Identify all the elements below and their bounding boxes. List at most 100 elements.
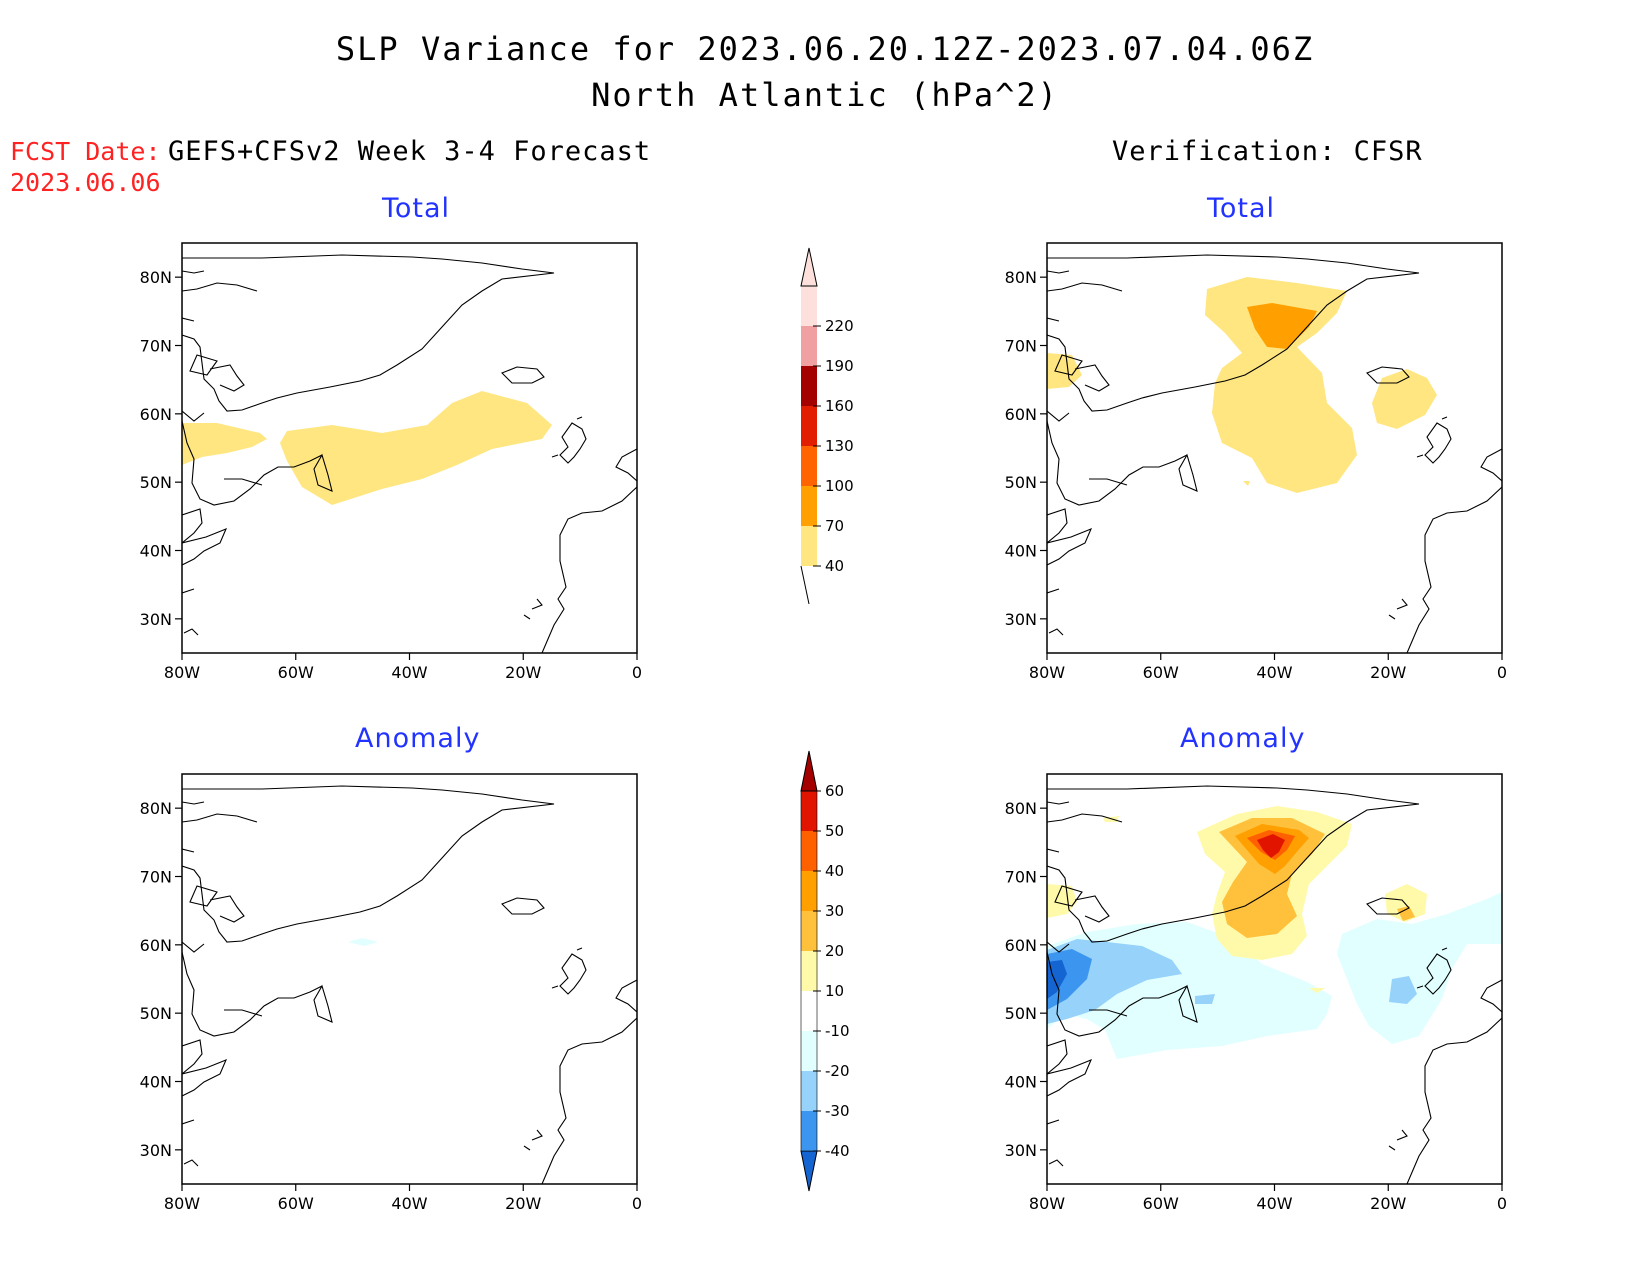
verification-anomaly-contour-neg40 bbox=[1047, 960, 1067, 999]
lat-tick-label: 70N bbox=[1005, 337, 1037, 356]
forecast-total-title: Total bbox=[382, 193, 451, 224]
lon-tick-label: 40W bbox=[1256, 1194, 1292, 1213]
total-colorbar-label: 70 bbox=[825, 517, 844, 535]
verification-anomaly-map bbox=[1046, 773, 1503, 1185]
lon-tick-label: 0 bbox=[632, 663, 642, 682]
lat-tick-label: 50N bbox=[140, 1004, 172, 1023]
forecast-date-label: FCST Date: bbox=[10, 137, 161, 166]
lon-tick-label: 20W bbox=[505, 663, 541, 682]
anomaly-colorbar: -40 -30 -20 -10 10 20 30 40 50 60 bbox=[800, 750, 850, 1192]
lat-tick-label: 40N bbox=[140, 1073, 172, 1092]
lon-tick-label: 20W bbox=[505, 1194, 541, 1213]
forecast-date-value: 2023.06.06 bbox=[10, 168, 161, 197]
lat-tick-label: 40N bbox=[140, 542, 172, 561]
lat-tick-label: 80N bbox=[140, 268, 172, 287]
lon-tick-label: 20W bbox=[1370, 1194, 1406, 1213]
total-colorbar-lower-edge bbox=[800, 565, 810, 605]
lon-tick-label: 20W bbox=[1370, 663, 1406, 682]
total-colorbar-segment bbox=[801, 486, 817, 526]
verification-anomaly-contour-50 bbox=[1257, 834, 1285, 858]
lat-tick-label: 40N bbox=[1005, 542, 1037, 561]
anomaly-colorbar-segment bbox=[801, 1071, 817, 1111]
forecast-anomaly-map bbox=[181, 773, 638, 1185]
lon-tick-label: 0 bbox=[1497, 663, 1507, 682]
verification-anomaly-contour-neg20 bbox=[1389, 976, 1417, 1004]
lat-tick-label: 50N bbox=[140, 473, 172, 492]
total-colorbar-segment bbox=[801, 406, 817, 446]
total-colorbar-segment bbox=[801, 326, 817, 366]
lat-tick-label: 80N bbox=[1005, 268, 1037, 287]
total-colorbar-label: 160 bbox=[825, 397, 854, 415]
lon-tick-label: 0 bbox=[632, 1194, 642, 1213]
lat-tick-label: 60N bbox=[1005, 405, 1037, 424]
forecast-total-map bbox=[181, 242, 638, 654]
figure-subtitle: North Atlantic (hPa^2) bbox=[591, 76, 1059, 114]
total-colorbar-label: 40 bbox=[825, 557, 844, 575]
anomaly-colorbar-segment bbox=[801, 831, 817, 871]
total-colorbar-segment bbox=[801, 366, 817, 406]
total-colorbar-label: 130 bbox=[825, 437, 854, 455]
verification-column-heading: Verification: CFSR bbox=[1112, 136, 1423, 167]
total-colorbar-label: 190 bbox=[825, 357, 854, 375]
anomaly-colorbar-segment bbox=[801, 1111, 817, 1151]
total-colorbar-upper-arrow bbox=[800, 247, 818, 287]
total-colorbar-label: 220 bbox=[825, 317, 854, 335]
verification-anomaly-contour-neg20 bbox=[1195, 994, 1215, 1004]
anomaly-colorbar-label: 10 bbox=[825, 982, 844, 1000]
anomaly-colorbar-label: -20 bbox=[825, 1062, 850, 1080]
verification-anomaly-contour-10 bbox=[1309, 988, 1325, 993]
total-colorbar: 40 70 100 130 160 190 220 bbox=[800, 247, 854, 605]
anomaly-colorbar-label: -30 bbox=[825, 1102, 850, 1120]
anomaly-colorbar-upper-arrow bbox=[800, 750, 818, 792]
verification-total-contour-40 bbox=[1243, 481, 1250, 486]
forecast-column-heading: GEFS+CFSv2 Week 3-4 Forecast bbox=[168, 136, 652, 167]
lon-tick-label: 60W bbox=[278, 1194, 314, 1213]
lat-tick-label: 70N bbox=[140, 337, 172, 356]
forecast-anomaly-contour-neg10 bbox=[348, 938, 378, 946]
lat-tick-label: 50N bbox=[1005, 473, 1037, 492]
verification-anomaly-title: Anomaly bbox=[1180, 723, 1306, 754]
anomaly-colorbar-lower-arrow bbox=[800, 1150, 818, 1192]
lat-tick-label: 50N bbox=[1005, 1004, 1037, 1023]
lon-tick-label: 0 bbox=[1497, 1194, 1507, 1213]
forecast-total-contour-40 bbox=[280, 391, 552, 505]
total-colorbar-segment bbox=[801, 526, 817, 566]
anomaly-colorbar-label: -40 bbox=[825, 1142, 850, 1160]
lat-tick-label: 30N bbox=[140, 1141, 172, 1160]
verification-anomaly-contour-10 bbox=[1047, 884, 1077, 918]
anomaly-colorbar-segment bbox=[801, 991, 817, 1031]
anomaly-colorbar-segment bbox=[801, 951, 817, 991]
forecast-anomaly-title: Anomaly bbox=[355, 723, 481, 754]
lon-tick-label: 40W bbox=[391, 1194, 427, 1213]
lat-tick-label: 80N bbox=[140, 799, 172, 818]
verification-total-title: Total bbox=[1207, 193, 1276, 224]
anomaly-colorbar-label: 60 bbox=[825, 782, 844, 800]
lat-tick-label: 30N bbox=[1005, 610, 1037, 629]
verification-total-contour-70 bbox=[1247, 303, 1317, 349]
anomaly-colorbar-label: 50 bbox=[825, 822, 844, 840]
forecast-total-contour-40 bbox=[182, 423, 267, 465]
figure-title: SLP Variance for 2023.06.20.12Z-2023.07.… bbox=[335, 30, 1315, 68]
lat-tick-label: 80N bbox=[1005, 799, 1037, 818]
lon-tick-label: 40W bbox=[391, 663, 427, 682]
lon-tick-label: 80W bbox=[164, 1194, 200, 1213]
anomaly-colorbar-frame bbox=[800, 790, 818, 1152]
anomaly-colorbar-label: 30 bbox=[825, 902, 844, 920]
lat-tick-label: 30N bbox=[1005, 1141, 1037, 1160]
verification-total-contour-40 bbox=[1047, 353, 1082, 389]
total-colorbar-segment bbox=[801, 446, 817, 486]
lon-tick-label: 80W bbox=[1029, 663, 1065, 682]
lon-tick-label: 60W bbox=[1143, 1194, 1179, 1213]
lat-tick-label: 70N bbox=[140, 868, 172, 887]
verification-total-map bbox=[1046, 242, 1503, 654]
anomaly-colorbar-segment bbox=[801, 1031, 817, 1071]
lat-tick-label: 30N bbox=[140, 610, 172, 629]
verification-anomaly-contour-20 bbox=[1397, 906, 1415, 921]
anomaly-colorbar-segment bbox=[801, 911, 817, 951]
verification-total-contour-40 bbox=[1205, 277, 1357, 493]
total-colorbar-segment bbox=[801, 286, 817, 326]
anomaly-colorbar-label: 40 bbox=[825, 862, 844, 880]
lon-tick-label: 40W bbox=[1256, 663, 1292, 682]
total-colorbar-label: 100 bbox=[825, 477, 854, 495]
